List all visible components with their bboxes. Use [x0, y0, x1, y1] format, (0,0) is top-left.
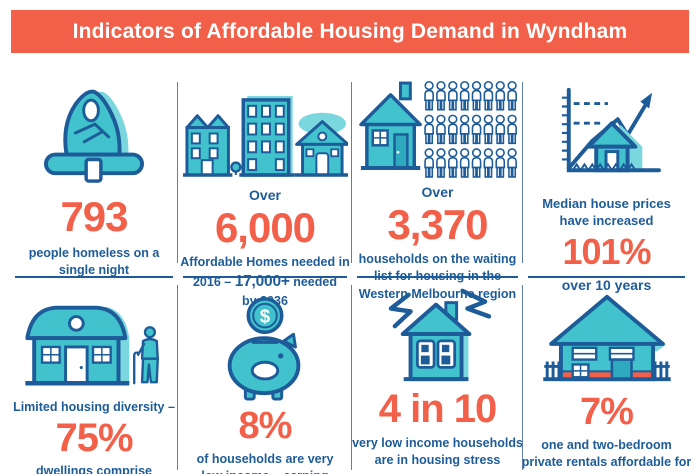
panel-stat: 8% [238, 405, 293, 447]
panel-stat: 7% [580, 391, 634, 433]
panel-caption: very low income households are in housin… [352, 436, 523, 468]
two-storey-house-icon [537, 289, 677, 389]
panel-housing-stress: 4 in 10 very low income households are i… [351, 277, 523, 474]
header-banner: Indicators of Affordable Housing Demand … [11, 10, 689, 53]
panel-top-label: Over [421, 184, 454, 200]
panel-stat: 101% [562, 230, 651, 272]
panel-stat: 3,370 [387, 201, 488, 249]
panel-caption: of households are very low income – earn… [196, 452, 334, 474]
panel-median-house-prices: Median house prices have increased 101% … [522, 62, 690, 293]
stressed-house-icon [373, 285, 503, 385]
apartment-buildings-icon [182, 88, 348, 179]
panel-homelessness: 793 people homeless on a single night [10, 62, 178, 278]
piggy-bank-icon: $ [210, 293, 320, 403]
panel-stat: 6,000 [214, 204, 316, 252]
panel-caption: one and two-bedroom private rentals affo… [521, 438, 692, 474]
panel-housing-diversity: Limited housing diversity – 75% dwelling… [10, 277, 178, 474]
panel-caption: over 10 years [561, 276, 652, 293]
large-house-elderly-icon [19, 293, 169, 395]
panel-top-label: Limited housing diversity – [13, 400, 175, 414]
panel-waiting-list: Over 3,370 households on the waiting lis… [351, 62, 523, 301]
panel-affordable-rentals: 7% one and two-bedroom private rentals a… [521, 277, 692, 474]
panel-top-label: Median house prices have increased [542, 196, 671, 228]
price-growth-chart-icon [549, 82, 665, 182]
panel-stat: 4 in 10 [378, 387, 498, 431]
panel-caption: dwellings comprise three or more bedroom… [35, 464, 152, 474]
house-and-crowd-icon [355, 77, 521, 180]
panel-grid: 793 people homeless on a single night [10, 62, 692, 474]
homeless-person-icon [36, 82, 152, 184]
panel-stat: 793 [60, 193, 128, 240]
panel-stat: 75% [55, 416, 133, 461]
panel-top-label: Over [249, 187, 281, 203]
panel-affordable-homes: Over 6,000 Affordable Homes needed in 20… [177, 62, 352, 308]
panel-caption: people homeless on a single night [28, 246, 160, 278]
panel-very-low-income: $ 8% of households are very low income –… [177, 277, 352, 474]
page-title: Indicators of Affordable Housing Demand … [72, 19, 628, 43]
svg-text:$: $ [260, 305, 271, 326]
